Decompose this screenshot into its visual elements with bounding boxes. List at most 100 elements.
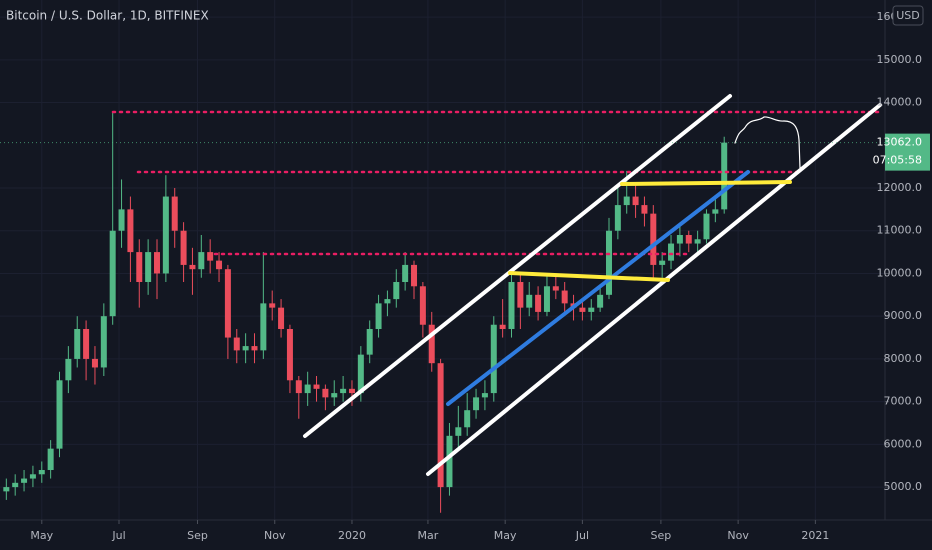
candle (278, 299, 285, 338)
candle (641, 196, 648, 227)
candle (366, 320, 373, 364)
candle (561, 282, 568, 312)
candle-body (127, 209, 134, 253)
candle (171, 188, 178, 248)
candle (685, 230, 692, 253)
candle (579, 299, 586, 321)
candle (694, 230, 701, 253)
currency-button[interactable] (892, 5, 924, 26)
x-tick-label: May (30, 529, 53, 542)
candle-body (712, 209, 719, 214)
x-tick-label: 2021 (801, 529, 829, 542)
candle (659, 252, 666, 278)
candle (676, 226, 683, 257)
candle (393, 269, 400, 308)
candle (65, 346, 72, 394)
candle (180, 222, 187, 283)
candle (322, 384, 329, 411)
x-tick-label: 2020 (338, 529, 366, 542)
candle-body (641, 205, 648, 214)
candle-body (605, 230, 612, 295)
candle-body (21, 478, 28, 483)
candle-body (481, 393, 488, 398)
candle (543, 273, 550, 317)
x-tick-label: Nov (727, 529, 749, 542)
candle-body (597, 294, 604, 308)
candle-body (216, 260, 223, 270)
drawings (111, 94, 882, 476)
candle (597, 286, 604, 312)
candle (21, 470, 28, 492)
candle-body (109, 230, 116, 317)
candle-body (659, 260, 666, 265)
candle-body (473, 397, 480, 411)
candle (313, 376, 320, 402)
candle-body (180, 230, 187, 265)
candle (162, 175, 169, 283)
last-price-box (885, 133, 930, 171)
candle-body (535, 294, 542, 312)
candle-body (233, 337, 240, 351)
candle (446, 423, 453, 496)
candle (668, 235, 675, 270)
chart-title: Bitcoin / U.S. Dollar, 1D, BITFINEX (6, 9, 209, 23)
candle-body (38, 470, 45, 475)
candle (552, 273, 559, 300)
candle-body (650, 213, 657, 265)
channel-line (303, 94, 732, 438)
candle (508, 273, 515, 338)
candle-body (348, 388, 355, 394)
candle-body (260, 303, 267, 351)
candle (481, 380, 488, 411)
candle (517, 273, 524, 330)
candle (712, 196, 719, 223)
candle (47, 440, 54, 479)
mid-line (446, 170, 750, 406)
candle (153, 239, 160, 300)
candle (216, 252, 223, 283)
grid (0, 0, 885, 520)
candle (331, 380, 338, 406)
candle (464, 393, 471, 436)
candle-body (393, 282, 400, 300)
candle-body (384, 299, 391, 304)
candle-body (517, 282, 524, 308)
candle (251, 333, 258, 364)
candle (384, 290, 391, 317)
channel-line (426, 103, 882, 476)
candle (207, 239, 214, 274)
last-price-label: 13062.0 (877, 136, 923, 149)
candle-body (331, 393, 338, 398)
candle (233, 329, 240, 364)
x-tick-label: Sep (651, 529, 672, 542)
candle-body (632, 196, 639, 206)
candle-body (74, 329, 81, 359)
candle (3, 478, 10, 500)
projection-path (734, 116, 801, 169)
candle-body (251, 346, 258, 351)
candle (74, 316, 81, 368)
candle-body (402, 264, 409, 283)
candle (269, 290, 276, 321)
x-tick-label: Sep (187, 529, 208, 542)
range-line (620, 180, 792, 186)
candle-body (561, 290, 568, 304)
candle-body (242, 346, 249, 351)
candle-body (508, 282, 515, 330)
candle-body (455, 427, 462, 436)
candle-body (286, 329, 293, 381)
candle (402, 252, 409, 291)
candle (703, 209, 710, 244)
candle-body (676, 235, 683, 244)
candle-body (207, 252, 214, 261)
candle (145, 239, 152, 295)
candle (455, 405, 462, 449)
candle (721, 136, 728, 214)
candle (632, 183, 639, 218)
candle-body (3, 487, 10, 492)
candle (535, 286, 542, 321)
candle (198, 235, 205, 278)
candle (614, 183, 621, 240)
currency-button-label[interactable]: USD (896, 9, 920, 22)
candle-body (623, 196, 630, 206)
